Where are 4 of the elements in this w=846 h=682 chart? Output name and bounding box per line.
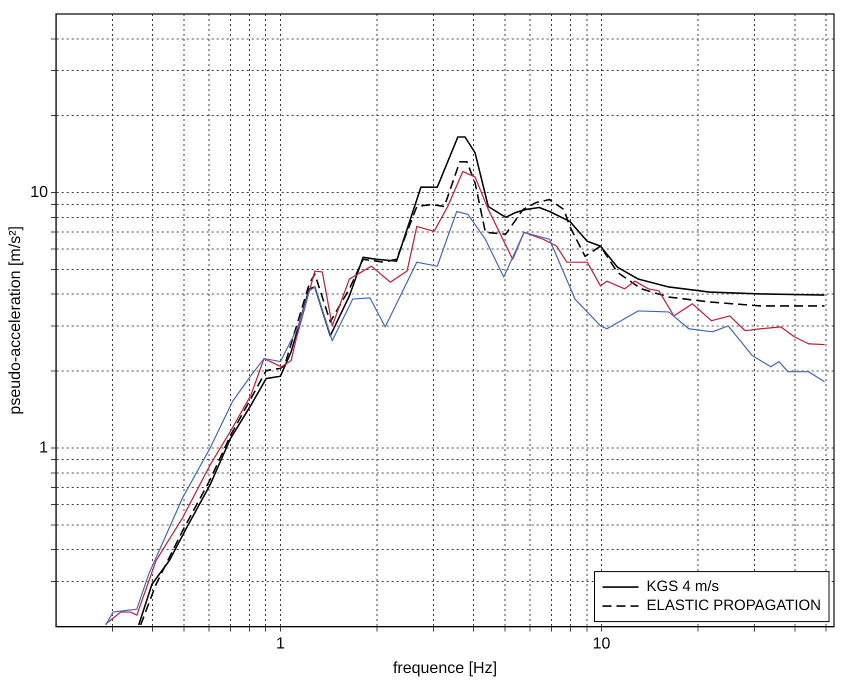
y-axis-title: pseudo-acceleration [m/s²] <box>7 226 24 415</box>
legend-label: ELASTIC PROPAGATION <box>646 597 822 614</box>
x-axis-title: frequence [Hz] <box>392 660 498 677</box>
legend-label: KGS 4 m/s <box>646 578 720 596</box>
